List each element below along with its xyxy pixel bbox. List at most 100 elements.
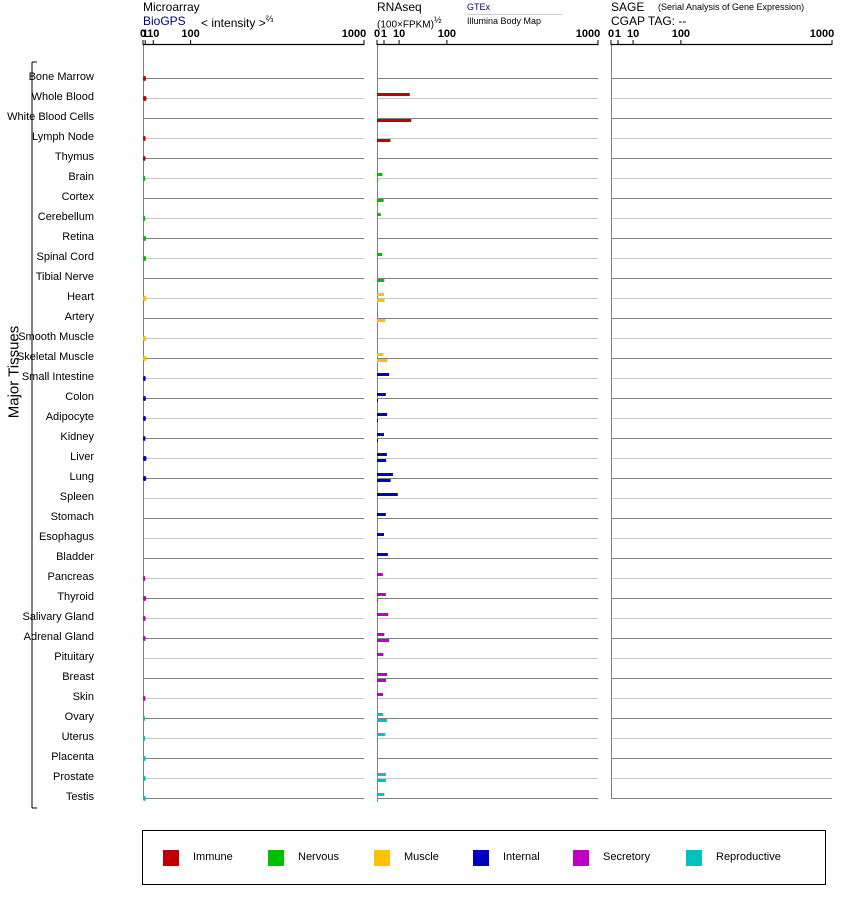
tissue-label[interactable]: Placenta (51, 751, 94, 763)
tissue-label[interactable]: Thymus (54, 151, 94, 163)
tissue-label[interactable]: Tibial Nerve (35, 271, 94, 283)
bar-microarray (143, 436, 146, 441)
bar-microarray (143, 76, 147, 81)
bar-rnaseq-illumina (377, 399, 378, 402)
bar-microarray (143, 376, 146, 381)
tissue-label[interactable]: Pancreas (47, 571, 94, 583)
tissue-label[interactable]: Small Intestine (21, 371, 94, 383)
tissue-label[interactable]: Pituitary (54, 651, 94, 663)
bar-rnaseq-gtex (377, 793, 385, 796)
tissue-label[interactable]: Spinal Cord (36, 251, 94, 263)
bar-rnaseq-gtex (377, 653, 384, 656)
bar-rnaseq-gtex (377, 93, 410, 96)
tissue-label[interactable]: Colon (65, 391, 94, 403)
tissue-label[interactable]: Smooth Muscle (18, 331, 94, 343)
bar-rnaseq-gtex (377, 513, 386, 516)
tick-label-rnaseq: 10 (392, 28, 406, 40)
legend-label-internal: Internal (503, 851, 540, 863)
tissue-label[interactable]: Retina (62, 231, 94, 243)
tissue-label[interactable]: Bladder (56, 551, 94, 563)
tissue-label[interactable]: Testis (65, 791, 94, 803)
bar-microarray (143, 576, 146, 581)
tissue-label[interactable]: Whole Blood (31, 91, 94, 103)
bar-rnaseq-gtex (377, 533, 384, 536)
tissue-label[interactable]: Prostate (53, 771, 94, 783)
bar-microarray (143, 456, 147, 461)
bar-rnaseq-gtex (377, 693, 384, 696)
tick-label-microarray: 100 (181, 28, 200, 40)
bar-rnaseq-illumina (377, 799, 378, 802)
legend-swatch-muscle (374, 850, 390, 866)
bar-rnaseq-gtex (377, 493, 398, 496)
tissue-label[interactable]: Thyroid (57, 591, 94, 603)
bar-microarray (143, 296, 147, 301)
bar-rnaseq-illumina (377, 179, 379, 182)
tissue-label[interactable]: Lymph Node (32, 131, 94, 143)
tissue-label[interactable]: Brain (68, 171, 94, 183)
bar-microarray (143, 336, 147, 341)
bar-microarray (143, 96, 147, 101)
bar-rnaseq-gtex (377, 573, 383, 576)
legend-swatch-nervous (268, 850, 284, 866)
tick-label-rnaseq: 0 (373, 28, 381, 40)
tissue-label[interactable]: Spleen (59, 491, 94, 503)
tissue-label[interactable]: Skeletal Muscle (16, 351, 94, 363)
biogps-label[interactable]: BioGPS (143, 14, 186, 28)
bar-rnaseq-illumina (377, 679, 387, 682)
legend-label-nervous: Nervous (298, 851, 339, 863)
tick-label-rnaseq: 1 (380, 28, 388, 40)
tissue-label[interactable]: Adrenal Gland (23, 631, 94, 643)
bar-rnaseq-illumina (377, 199, 384, 202)
bar-rnaseq-illumina (377, 319, 386, 322)
tissue-label[interactable]: Kidney (60, 431, 94, 443)
bar-rnaseq-illumina (377, 139, 391, 142)
bar-rnaseq-illumina (377, 279, 385, 282)
bar-rnaseq-gtex (377, 713, 384, 716)
bar-microarray (143, 156, 146, 161)
tissue-label[interactable]: Liver (70, 451, 94, 463)
tissue-label[interactable]: Uterus (61, 731, 94, 743)
bar-rnaseq-illumina (377, 779, 386, 782)
tissue-label[interactable]: White Blood Cells (7, 111, 94, 123)
microarray-title: Microarray (143, 0, 200, 14)
tissue-label[interactable]: Heart (67, 291, 94, 303)
bar-rnaseq-illumina (377, 419, 378, 422)
tissue-label[interactable]: Lung (69, 471, 94, 483)
legend-swatch-internal (473, 850, 489, 866)
tissue-label[interactable]: Ovary (64, 711, 94, 723)
fpkm-exponent: ½ (433, 15, 442, 25)
illumina-label: Illumina Body Map (467, 16, 542, 26)
tissue-label[interactable]: Esophagus (38, 531, 94, 543)
rnaseq-title: RNAseq (377, 0, 422, 14)
legend-label-muscle: Muscle (404, 851, 439, 863)
tissue-label[interactable]: Salivary Gland (22, 611, 94, 623)
bar-rnaseq-gtex (377, 413, 388, 416)
tissue-label[interactable]: Adipocyte (45, 411, 94, 423)
tissue-label[interactable]: Cerebellum (37, 211, 94, 223)
bar-rnaseq-illumina (377, 119, 412, 122)
gtex-label[interactable]: GTEx (467, 2, 491, 12)
tissue-label[interactable]: Stomach (50, 511, 94, 523)
bar-microarray (143, 416, 146, 421)
tick-label-microarray: 1000 (341, 28, 367, 40)
fpkm-label: (100×FPKM)½ (377, 15, 441, 30)
intensity-exponent: ⅔ (265, 14, 274, 24)
tissue-label[interactable]: Skin (72, 691, 94, 703)
tissue-label[interactable]: Bone Marrow (28, 71, 94, 83)
bar-microarray (143, 136, 146, 141)
tissue-label[interactable]: Cortex (61, 191, 94, 203)
bar-microarray (143, 256, 147, 261)
bar-microarray (143, 716, 146, 721)
tissue-label[interactable]: Breast (62, 671, 94, 683)
bar-rnaseq-gtex (377, 213, 381, 216)
tick-label-microarray: 10 (147, 28, 160, 40)
fpkm-text: (100×FPKM) (377, 19, 434, 31)
bar-rnaseq-illumina (377, 479, 391, 482)
tick-label-sage: 10 (626, 28, 640, 40)
bar-microarray (143, 616, 146, 621)
bar-rnaseq-gtex (377, 253, 383, 256)
tissue-label[interactable]: Artery (64, 311, 94, 323)
tick-label-sage: 1000 (809, 28, 835, 40)
bar-microarray (143, 396, 146, 401)
bar-rnaseq-illumina (377, 439, 378, 442)
